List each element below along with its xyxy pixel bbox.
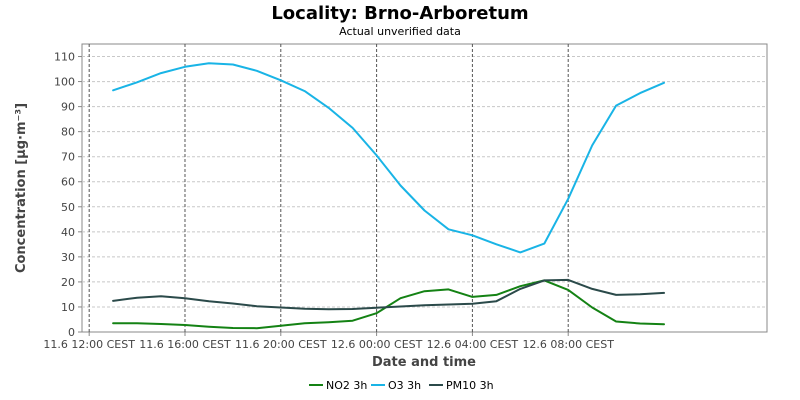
grid <box>82 44 767 332</box>
x-tick-label: 11.6 16:00 CEST <box>139 338 231 351</box>
y-tick-label: 10 <box>61 301 75 314</box>
chart-subtitle: Actual unverified data <box>339 25 461 38</box>
y-tick-label: 30 <box>61 251 75 264</box>
y-tick-label: 60 <box>61 176 75 189</box>
legend: NO2 3h O3 3h PM10 3h <box>309 379 494 392</box>
plot-area <box>81 43 768 333</box>
y-tick-label: 70 <box>61 151 75 164</box>
series-line-pm10 <box>112 278 665 311</box>
x-tick-label: 11.6 20:00 CEST <box>235 338 327 351</box>
x-tick-label: 12.6 08:00 CEST <box>522 338 614 351</box>
chart-title: Locality: Brno-Arboretum <box>271 3 528 24</box>
y-tick-label: 50 <box>61 201 75 214</box>
y-tick-label: 40 <box>61 226 75 239</box>
y-tick-label: 20 <box>61 276 75 289</box>
x-axis-ticks: 11.6 12:00 CEST 11.6 16:00 CEST 11.6 20:00… <box>43 332 614 351</box>
x-tick-label: 12.6 00:00 CEST <box>331 338 423 351</box>
y-tick-label: 110 <box>54 51 75 64</box>
y-axis-label: Concentration [µg·m⁻³] <box>14 103 29 273</box>
series-line-o3 <box>112 62 665 254</box>
series-lines <box>112 62 665 330</box>
x-tick-label: 11.6 12:00 CEST <box>43 338 135 351</box>
x-tick-label: 12.6 04:00 CEST <box>427 338 519 351</box>
legend-label-no2: NO2 3h <box>326 379 367 392</box>
y-tick-label: 90 <box>61 101 75 114</box>
y-tick-label: 0 <box>68 326 75 339</box>
legend-label-pm10: PM10 3h <box>446 379 494 392</box>
series-line-no2 <box>112 279 665 330</box>
x-axis-label: Date and time <box>372 355 476 370</box>
legend-label-o3: O3 3h <box>388 379 421 392</box>
y-tick-label: 100 <box>54 76 75 89</box>
y-tick-label: 80 <box>61 126 75 139</box>
y-axis-ticks: 0 10 20 30 40 50 60 70 80 90 100 110 <box>54 51 82 339</box>
